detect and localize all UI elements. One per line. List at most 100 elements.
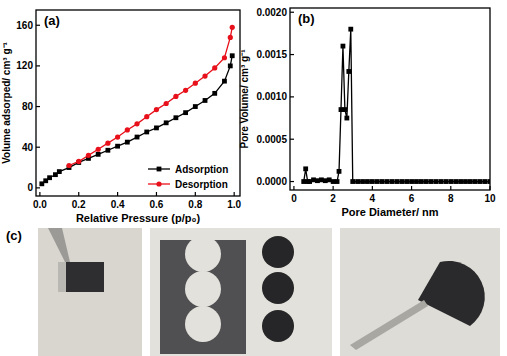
- series-line: [304, 29, 490, 181]
- plot-frame: [36, 10, 240, 196]
- punched-hole: [185, 236, 221, 272]
- data-point: [86, 153, 91, 158]
- x-tick-label: 0.2: [72, 199, 86, 210]
- data-point: [365, 179, 370, 184]
- y-tick: [36, 65, 40, 66]
- data-point: [448, 179, 453, 184]
- data-point: [230, 53, 235, 58]
- data-area: [301, 27, 490, 184]
- legend: AdsorptionDesorption: [148, 164, 228, 190]
- data-point: [343, 107, 348, 112]
- x-tick: [156, 192, 157, 196]
- photo-panel: (c): [6, 228, 500, 356]
- y-tick: [290, 54, 294, 55]
- data-point: [76, 159, 81, 164]
- x-tick: [117, 192, 118, 196]
- data-point: [228, 64, 233, 69]
- y-tick-label: 40: [22, 142, 34, 153]
- data-point: [154, 107, 159, 112]
- y-tick-label: 0.0005: [256, 134, 287, 145]
- data-point: [135, 135, 140, 140]
- y-tick-label: 0.0000: [256, 176, 287, 187]
- x-tick: [333, 186, 334, 190]
- data-point: [414, 179, 419, 184]
- legend-marker: [156, 181, 161, 186]
- data-point: [370, 179, 375, 184]
- data-point: [488, 179, 490, 184]
- data-point: [173, 94, 178, 99]
- y-tick-label: 160: [16, 20, 33, 31]
- data-point: [478, 179, 483, 184]
- x-tick: [78, 192, 79, 196]
- data-point: [468, 179, 473, 184]
- data-point: [394, 179, 399, 184]
- data-point: [390, 179, 395, 184]
- y-tick: [290, 12, 294, 13]
- data-point: [348, 27, 353, 32]
- data-point: [96, 147, 101, 152]
- x-tick: [234, 192, 235, 196]
- figure: 0.00.20.40.60.81.004080120160Relative Pr…: [0, 0, 507, 356]
- y-tick: [290, 96, 294, 97]
- x-tick-label: 2: [330, 193, 336, 204]
- film-disc: [262, 236, 294, 268]
- data-point: [193, 81, 198, 86]
- x-tick: [411, 186, 412, 190]
- data-point: [105, 141, 110, 146]
- data-point: [335, 179, 340, 184]
- film-disc: [262, 310, 294, 342]
- data-point: [183, 88, 188, 93]
- x-tick-label: 0.6: [150, 199, 164, 210]
- x-tick: [39, 192, 40, 196]
- series-line: [42, 56, 232, 184]
- data-point: [443, 179, 448, 184]
- y-tick: [290, 139, 294, 140]
- y-tick-label: 0.0010: [256, 91, 287, 102]
- y-axis-label: Volume adsorped/ cm³ g⁻¹: [1, 41, 12, 163]
- tweezers: [58, 262, 66, 292]
- panel-label: (b): [298, 11, 315, 26]
- y-tick-label: 0.0020: [256, 7, 287, 18]
- series-line: [69, 27, 232, 165]
- data-point: [164, 101, 169, 106]
- data-point: [154, 126, 159, 131]
- y-tick-label: 0: [27, 182, 33, 193]
- data-point: [424, 179, 429, 184]
- x-tick-label: 1.0: [227, 199, 241, 210]
- data-point: [385, 179, 390, 184]
- data-point: [57, 169, 62, 174]
- data-point: [375, 179, 380, 184]
- data-point: [115, 134, 120, 139]
- x-tick-label: 4: [370, 193, 376, 204]
- data-point: [202, 73, 207, 78]
- data-point: [429, 179, 434, 184]
- tweezers: [350, 300, 428, 350]
- data-point: [222, 79, 227, 84]
- film-sample: [64, 262, 104, 292]
- punched-hole: [185, 306, 221, 342]
- data-point: [341, 44, 346, 49]
- data-point: [483, 179, 488, 184]
- x-tick: [489, 186, 490, 190]
- y-tick: [36, 187, 40, 188]
- y-tick: [36, 25, 40, 26]
- data-point: [164, 120, 169, 125]
- data-point: [346, 69, 351, 74]
- plot-frame: [290, 8, 490, 190]
- data-point: [144, 114, 149, 119]
- data-point: [193, 104, 198, 109]
- data-point: [303, 166, 308, 171]
- data-point: [409, 179, 414, 184]
- data-point: [125, 140, 130, 145]
- y-tick: [36, 147, 40, 148]
- photo: [340, 228, 500, 356]
- x-tick-label: 0: [291, 193, 297, 204]
- data-point: [380, 179, 385, 184]
- data-point: [230, 25, 235, 30]
- data-point: [337, 169, 342, 174]
- legend-label: Adsorption: [175, 164, 228, 175]
- data-point: [66, 163, 71, 168]
- data-point: [125, 127, 130, 132]
- data-point: [473, 179, 478, 184]
- data-point: [144, 130, 149, 135]
